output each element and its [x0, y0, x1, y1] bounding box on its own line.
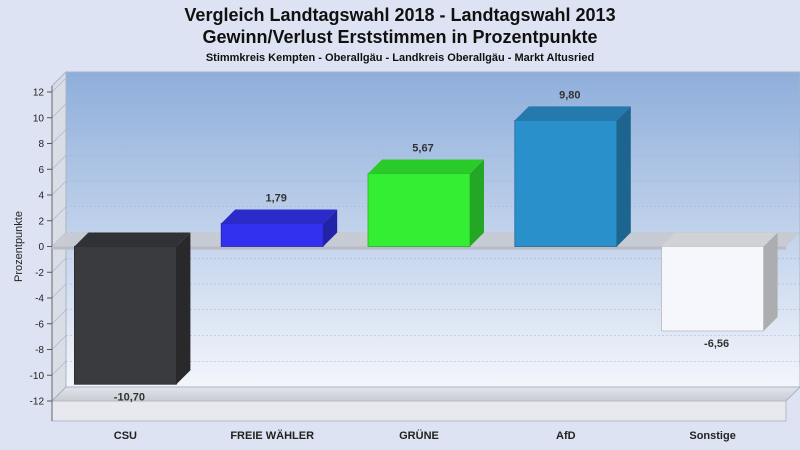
y-axis-label: Prozentpunkte — [13, 211, 25, 282]
y-tick-label: 0 — [38, 242, 44, 253]
gridline-side — [51, 335, 67, 350]
bar-2 — [367, 173, 471, 247]
bar-top-1 — [221, 209, 338, 224]
y-tick-label: -10 — [30, 371, 45, 382]
gridline-side — [51, 77, 67, 93]
x-tick-label: AfD — [556, 430, 576, 442]
bar-4 — [661, 246, 764, 332]
y-tick-label: 2 — [38, 216, 44, 227]
bar-top-2 — [368, 159, 484, 174]
bar-side-0 — [176, 232, 191, 385]
floor-front — [51, 400, 787, 422]
gridline-side — [51, 155, 67, 170]
gridline-side — [51, 361, 67, 376]
y-tick-label: 12 — [33, 88, 45, 99]
y-tick-label: 10 — [33, 113, 45, 124]
data-label: 1,79 — [265, 192, 286, 204]
y-tick-label: -8 — [35, 345, 44, 356]
y-tick-label: 4 — [38, 191, 44, 202]
gridline-side — [51, 258, 67, 273]
gridline-side — [51, 386, 67, 402]
y-tick-label: -12 — [30, 397, 45, 408]
gridline-side — [51, 180, 67, 196]
bar-0 — [74, 246, 177, 385]
chart-title: Vergleich Landtagswahl 2018 - Landtagswa… — [184, 5, 616, 25]
bar-side-1 — [323, 209, 338, 247]
bar-top-3 — [514, 106, 631, 121]
data-label: -6,56 — [704, 338, 729, 350]
bar-3 — [514, 119, 618, 247]
bar-top-0 — [74, 232, 191, 247]
x-tick-label: CSU — [114, 430, 137, 442]
y-tick-label: -2 — [35, 268, 44, 279]
gridline-side — [51, 309, 67, 324]
gridline-side — [51, 103, 67, 118]
data-label: 9,80 — [559, 89, 580, 101]
x-tick-label: GRÜNE — [399, 429, 439, 442]
bar-side-3 — [616, 106, 631, 247]
bar-1 — [220, 223, 324, 247]
gridline-side — [51, 283, 67, 299]
gridline-side — [51, 206, 67, 221]
y-tick-label: 6 — [38, 165, 44, 176]
chart-subtitle: Gewinn/Verlust Erststimmen in Prozentpun… — [202, 27, 598, 47]
chart-subsubtitle: Stimmkreis Kempten - Oberallgäu - Landkr… — [205, 52, 595, 64]
chart-title-block: Vergleich Landtagswahl 2018 - Landtagswa… — [0, 4, 800, 66]
y-tick-label: -6 — [35, 319, 44, 330]
data-label: -10,70 — [114, 391, 145, 403]
y-tick-label: 8 — [38, 139, 44, 150]
y-tick-label: -4 — [35, 294, 44, 305]
x-tick-label: Sonstige — [689, 430, 735, 442]
data-label: 5,67 — [412, 142, 433, 154]
bar-side-4 — [763, 232, 778, 331]
bar-top-4 — [661, 232, 778, 247]
floor — [50, 386, 800, 402]
zero-plane-edge — [52, 246, 786, 250]
x-tick-label: FREIE WÄHLER — [230, 429, 314, 442]
bar-side-2 — [470, 159, 484, 247]
gridline-side — [51, 129, 67, 144]
